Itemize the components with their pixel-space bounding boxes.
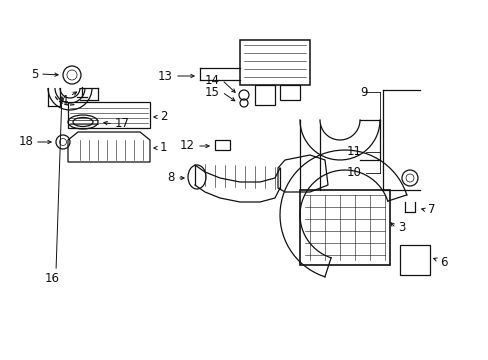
Text: 2: 2: [160, 111, 167, 123]
Text: 4: 4: [61, 94, 68, 108]
Text: 15: 15: [204, 85, 220, 99]
Text: 16: 16: [44, 271, 60, 284]
Text: 9: 9: [360, 85, 367, 99]
Text: 7: 7: [427, 203, 435, 216]
Text: 3: 3: [397, 221, 405, 234]
Text: 10: 10: [346, 166, 361, 180]
Text: 8: 8: [167, 171, 175, 184]
Text: 14: 14: [204, 73, 220, 86]
Text: 17: 17: [115, 117, 130, 130]
Text: 13: 13: [158, 69, 173, 82]
Text: 11: 11: [346, 145, 361, 158]
Text: 5: 5: [31, 68, 38, 81]
Text: 12: 12: [180, 139, 195, 153]
Text: 1: 1: [160, 141, 167, 154]
Text: 6: 6: [439, 256, 447, 270]
Text: 18: 18: [19, 135, 34, 148]
